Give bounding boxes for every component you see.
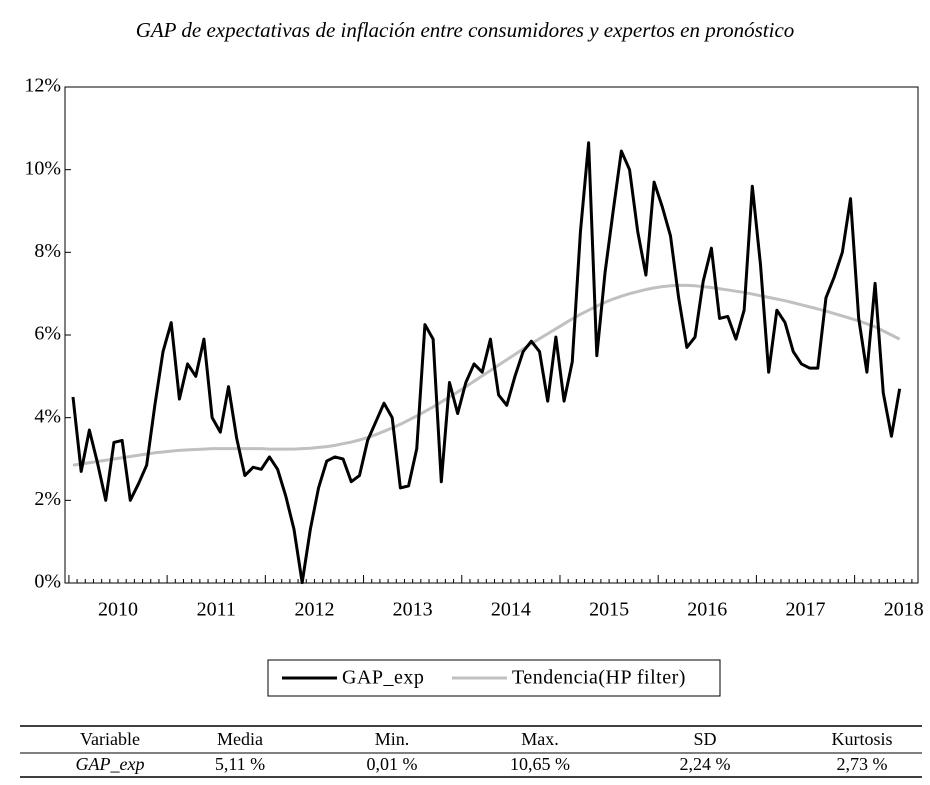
x-tick-label: 2011 [197, 599, 236, 621]
x-tick-label: 2010 [98, 599, 138, 621]
y-tick-label: 12% [24, 75, 61, 97]
x-tick-label: 2015 [589, 599, 629, 621]
table-cell: 0,01 % [367, 754, 418, 774]
x-tick-label: 2014 [491, 599, 531, 621]
x-tick-label: 2013 [393, 599, 433, 621]
y-tick-label: 0% [34, 571, 61, 593]
table-cell: 5,11 % [215, 754, 265, 774]
table-header: Min. [375, 729, 410, 749]
table-header: Variable [80, 729, 140, 749]
x-tick-label: 2018 [884, 599, 924, 621]
table-cell: 2,24 % [680, 754, 731, 774]
table-cell: 10,65 % [510, 754, 570, 774]
table-cell: GAP_exp [76, 754, 145, 774]
table-cell: 2,73 % [837, 754, 888, 774]
x-tick-label: 2012 [294, 599, 334, 621]
chart-title: GAP de expectativas de inflación entre c… [136, 18, 795, 42]
y-tick-label: 2% [34, 488, 61, 510]
x-tick-label: 2016 [687, 599, 727, 621]
legend-label: GAP_exp [342, 667, 424, 689]
y-tick-label: 10% [24, 157, 61, 179]
y-tick-label: 8% [34, 240, 61, 262]
y-tick-label: 6% [34, 323, 61, 345]
y-tick-label: 4% [34, 405, 61, 427]
table-header: Media [217, 729, 263, 749]
series-line [71, 141, 902, 585]
x-tick-label: 2017 [786, 599, 826, 621]
legend-label: Tendencia(HP filter) [512, 667, 686, 689]
table-header: Kurtosis [831, 729, 892, 749]
table-header: Max. [521, 729, 559, 749]
table-header: SD [693, 729, 716, 749]
